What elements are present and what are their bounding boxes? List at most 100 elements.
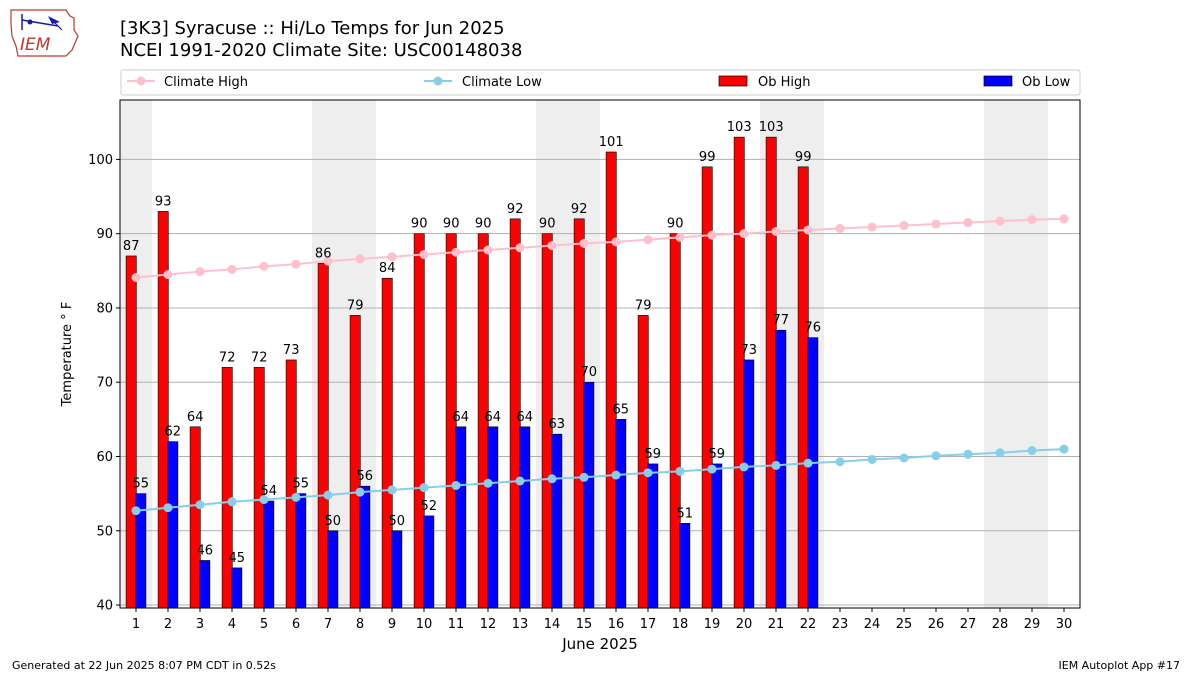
ob-low-bar bbox=[807, 337, 819, 609]
ob-high-label: 99 bbox=[699, 150, 716, 165]
ob-low-bar bbox=[391, 530, 403, 609]
ob-high-bar bbox=[349, 315, 361, 609]
climate-low-point bbox=[323, 490, 333, 500]
ob-low-bar bbox=[647, 463, 659, 609]
ob-high-label: 73 bbox=[283, 343, 300, 358]
ob-high-label: 87 bbox=[123, 239, 140, 254]
legend-box bbox=[120, 69, 1081, 96]
plot-frame bbox=[119, 99, 1081, 609]
ob-low-label: 64 bbox=[517, 410, 534, 425]
climate-low-point bbox=[163, 503, 173, 513]
legend-label-climate-low: Climate Low bbox=[462, 75, 542, 90]
ob-low-bar bbox=[583, 381, 595, 609]
y-tick-label: 100 bbox=[88, 153, 113, 168]
ob-high-bar bbox=[573, 218, 585, 609]
x-tick-label: 6 bbox=[292, 617, 300, 632]
ob-high-label: 90 bbox=[443, 217, 460, 232]
climate-low-point bbox=[675, 466, 685, 476]
ob-low-bar bbox=[615, 419, 627, 609]
legend: Climate High Climate Low Ob High Ob Low bbox=[120, 69, 1081, 96]
ob-low-bar bbox=[423, 515, 435, 609]
y-tick-label: 60 bbox=[96, 450, 113, 465]
ob-low-bar bbox=[295, 493, 307, 609]
climate-high-point bbox=[803, 225, 813, 235]
iem-logo-graphic: IEM bbox=[10, 9, 79, 57]
x-axis: 1 2 3 4 5 6 7 8 9 10 11 12 13 14 15 16 17 18 19 20 21 22 23 24 2… bbox=[132, 608, 1072, 632]
ob-high-bar bbox=[381, 277, 393, 609]
climate-high-point bbox=[867, 222, 877, 232]
ob-low-label: 77 bbox=[773, 313, 790, 328]
ob-high-label: 103 bbox=[727, 120, 752, 135]
climate-low-point bbox=[739, 462, 749, 472]
x-tick-label: 20 bbox=[736, 617, 753, 632]
climate-low-point bbox=[835, 457, 845, 467]
ob-high-bar bbox=[189, 426, 201, 609]
ob-high-label: 72 bbox=[219, 350, 236, 365]
legend-item-ob-high: Ob High bbox=[718, 75, 811, 90]
ob-low-bar bbox=[359, 485, 371, 609]
ob-low-label: 64 bbox=[485, 410, 502, 425]
climate-high-point bbox=[995, 216, 1005, 226]
ob-high-label: 79 bbox=[347, 298, 364, 313]
ob-high-bar bbox=[125, 255, 137, 609]
chart-title: [3K3] Syracuse :: Hi/Lo Temps for Jun 20… bbox=[120, 18, 505, 39]
x-tick-label: 11 bbox=[448, 617, 465, 632]
climate-low-point bbox=[419, 483, 429, 493]
climate-low-point bbox=[771, 460, 781, 470]
climate-low-point bbox=[259, 495, 269, 505]
x-tick-label: 19 bbox=[704, 617, 721, 632]
bar-labels: 87 93 64 72 72 73 86 79 84 90 90 90 92 90 92 101 79 90 99 1… bbox=[123, 120, 821, 566]
climate-low-point bbox=[547, 474, 557, 484]
x-tick-label: 3 bbox=[196, 617, 204, 632]
ob-low-bar bbox=[327, 530, 339, 609]
x-tick-label: 7 bbox=[324, 617, 332, 632]
ob-high-label: 64 bbox=[187, 410, 204, 425]
climate-high-point bbox=[227, 264, 237, 274]
x-tick-label: 24 bbox=[864, 617, 881, 632]
climate-lines bbox=[131, 214, 1069, 516]
x-tick-label: 26 bbox=[928, 617, 945, 632]
x-tick-label: 22 bbox=[800, 617, 817, 632]
ob-low-label: 63 bbox=[549, 417, 566, 432]
ob-low-label: 54 bbox=[261, 484, 278, 499]
x-tick-label: 13 bbox=[512, 617, 529, 632]
ob-low-label: 50 bbox=[389, 514, 406, 529]
ob-low-label: 64 bbox=[453, 410, 470, 425]
ob-low-label: 59 bbox=[645, 447, 662, 462]
weekend-band bbox=[1016, 100, 1048, 608]
x-axis-label: June 2025 bbox=[561, 635, 638, 653]
ob-high-bar bbox=[413, 233, 425, 609]
climate-low-point bbox=[515, 476, 525, 486]
climate-high-point bbox=[355, 254, 365, 264]
bars bbox=[125, 136, 819, 609]
y-tick-label: 70 bbox=[96, 376, 113, 391]
climate-high-point bbox=[739, 229, 749, 239]
weekend-band bbox=[984, 100, 1016, 608]
climate-low-point bbox=[579, 472, 589, 482]
iem-logo: IEM bbox=[8, 6, 82, 62]
x-tick-label: 18 bbox=[672, 617, 689, 632]
x-tick-label: 29 bbox=[1024, 617, 1041, 632]
ob-high-label: 86 bbox=[315, 246, 332, 261]
climate-low-point bbox=[227, 497, 237, 507]
climate-high-point bbox=[387, 252, 397, 262]
climate-low-point bbox=[931, 451, 941, 461]
ob-low-label: 45 bbox=[229, 551, 246, 566]
climate-high-point bbox=[611, 237, 621, 247]
ob-low-label: 70 bbox=[581, 365, 598, 380]
ob-high-label: 90 bbox=[539, 217, 556, 232]
x-tick-label: 27 bbox=[960, 617, 977, 632]
x-tick-label: 8 bbox=[356, 617, 364, 632]
ob-low-label: 59 bbox=[709, 447, 726, 462]
gridlines bbox=[120, 158, 1080, 606]
ob-high-bar bbox=[765, 136, 777, 609]
ob-high-label: 103 bbox=[759, 120, 784, 135]
climate-low-point bbox=[355, 487, 365, 497]
x-tick-label: 1 bbox=[132, 617, 140, 632]
climate-low-point bbox=[131, 506, 141, 516]
x-tick-label: 5 bbox=[260, 617, 268, 632]
ob-low-label: 73 bbox=[741, 343, 758, 358]
ob-low-label: 50 bbox=[325, 514, 342, 529]
climate-high-point bbox=[323, 256, 333, 266]
x-tick-label: 28 bbox=[992, 617, 1009, 632]
